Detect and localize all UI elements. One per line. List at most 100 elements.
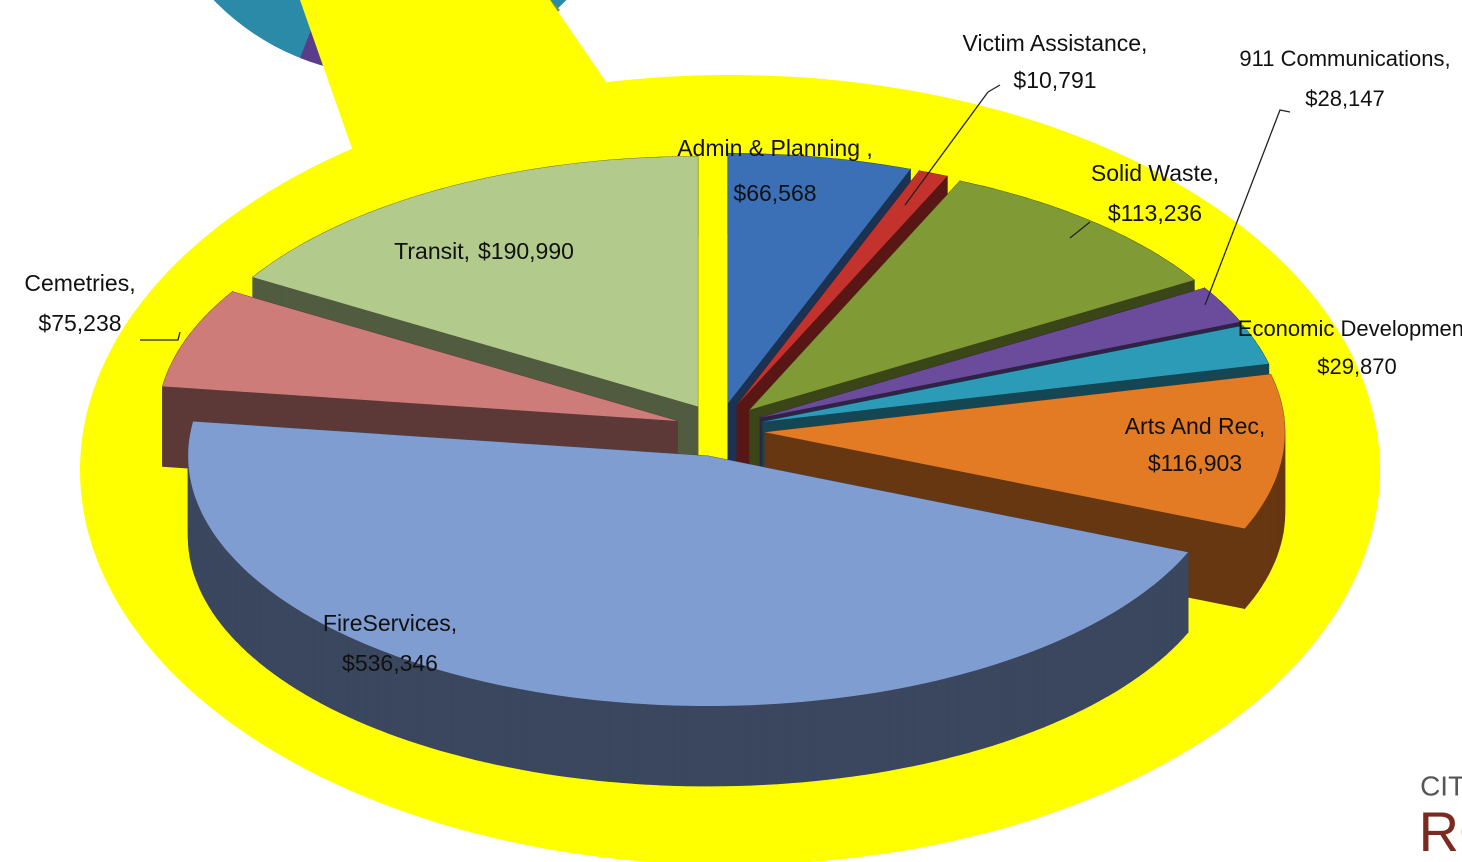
slice-side: [312, 617, 322, 704]
slice-side: [659, 704, 674, 786]
slice-side: [216, 536, 222, 625]
callout: [300, 0, 680, 200]
value-label: $116,903: [1148, 450, 1242, 476]
slice-side: [1244, 521, 1250, 610]
slice-side: [1265, 492, 1270, 582]
labels: Admin & Planning , $66,568 Victim Assistan…: [24, 30, 1462, 676]
slice-side: [1152, 579, 1160, 667]
value-label: $113,236: [1108, 200, 1202, 226]
logo-line1: CITY OF: [1420, 770, 1462, 801]
slice-side: [1063, 633, 1074, 720]
value-label: $190,990: [478, 238, 574, 264]
slice: [749, 181, 1195, 410]
slice-side: [724, 705, 738, 787]
slice-side: [296, 608, 305, 695]
slice: [728, 153, 911, 404]
slice-side: [1043, 642, 1055, 728]
slice-side: [775, 702, 790, 785]
slice-side: [900, 685, 914, 769]
slice: [252, 156, 698, 407]
slice-side: [1023, 650, 1035, 736]
slice-side: [672, 705, 687, 787]
slice-side: [1159, 573, 1167, 662]
slice-side: [418, 663, 430, 748]
slice-side: [1123, 600, 1132, 687]
leader-line: [1204, 109, 1291, 306]
slice: [737, 170, 948, 405]
slice-side: [947, 674, 960, 759]
slice-side: [208, 524, 214, 614]
slice-side: [1182, 551, 1189, 640]
slice-side: [497, 684, 511, 768]
slice-side: [935, 677, 949, 762]
slice-side: [241, 565, 248, 654]
slice-side: [1253, 510, 1259, 599]
value-label: $28,147: [1305, 86, 1385, 111]
slice-side: [813, 698, 828, 782]
slice-side: [1072, 629, 1083, 715]
slice-side: [1165, 568, 1173, 656]
slice-side: [1177, 556, 1184, 645]
slice-side: [839, 695, 853, 779]
slice-side: [545, 693, 559, 776]
slice-side: [259, 582, 268, 670]
slice-side: [462, 675, 475, 760]
leader-line: [140, 331, 181, 341]
slice-side: [685, 705, 699, 787]
slice-side: [608, 700, 622, 783]
slice-side: [451, 672, 464, 758]
value-label: $66,568: [733, 180, 816, 206]
slice-side: [1099, 615, 1109, 702]
slice-side: [1053, 637, 1064, 724]
slice-side: [970, 668, 982, 753]
slice-side: [912, 682, 925, 767]
slice-side: [304, 612, 314, 700]
slice-side: [1257, 504, 1263, 593]
slice: [162, 291, 678, 421]
category-label: Economic Development,: [1238, 316, 1462, 341]
slice-side: [762, 703, 777, 786]
slice-side: [225, 548, 232, 637]
slice-side: [280, 597, 289, 685]
slice-side: [1033, 646, 1045, 732]
slice-side: [521, 688, 535, 773]
slice-side: [533, 691, 547, 775]
slice-side: [253, 576, 261, 664]
slice-side: [1002, 657, 1015, 743]
slice-side: [737, 704, 751, 787]
slice-side: [1145, 584, 1154, 672]
leader-line: [904, 84, 1001, 206]
slice-side: [863, 692, 877, 775]
slice-side: [199, 507, 203, 595]
slice-side: [429, 666, 441, 751]
slice-side: [698, 705, 712, 787]
slice-side: [558, 695, 572, 778]
slice-side: [1271, 482, 1275, 569]
slice-side: [888, 687, 902, 771]
slice: [188, 421, 1188, 706]
slice-side: [583, 698, 597, 781]
slice-side: [992, 661, 1004, 746]
slice-side: [621, 702, 635, 784]
slice: [760, 288, 1241, 418]
slice-side: [220, 542, 227, 631]
slice-side: [826, 697, 840, 780]
category-label: Arts And Rec,: [1125, 413, 1266, 439]
slice-side: [230, 554, 237, 643]
slice-side: [1268, 488, 1272, 575]
slice-side: [1261, 498, 1266, 588]
slice-side: [646, 703, 661, 786]
slice-side: [711, 705, 725, 787]
slice-side: [749, 704, 764, 786]
slice-side: [1249, 516, 1255, 605]
category-label: Admin & Planning ,: [677, 135, 873, 161]
value-label: $10,791: [1013, 67, 1096, 93]
slice-side: [595, 699, 610, 782]
slice: [762, 325, 1269, 422]
slice-side: [509, 686, 523, 770]
value-label: $75,238: [38, 310, 121, 336]
slice-side: [212, 530, 218, 620]
slice-side: [958, 671, 971, 756]
slice-side: [1013, 654, 1025, 739]
